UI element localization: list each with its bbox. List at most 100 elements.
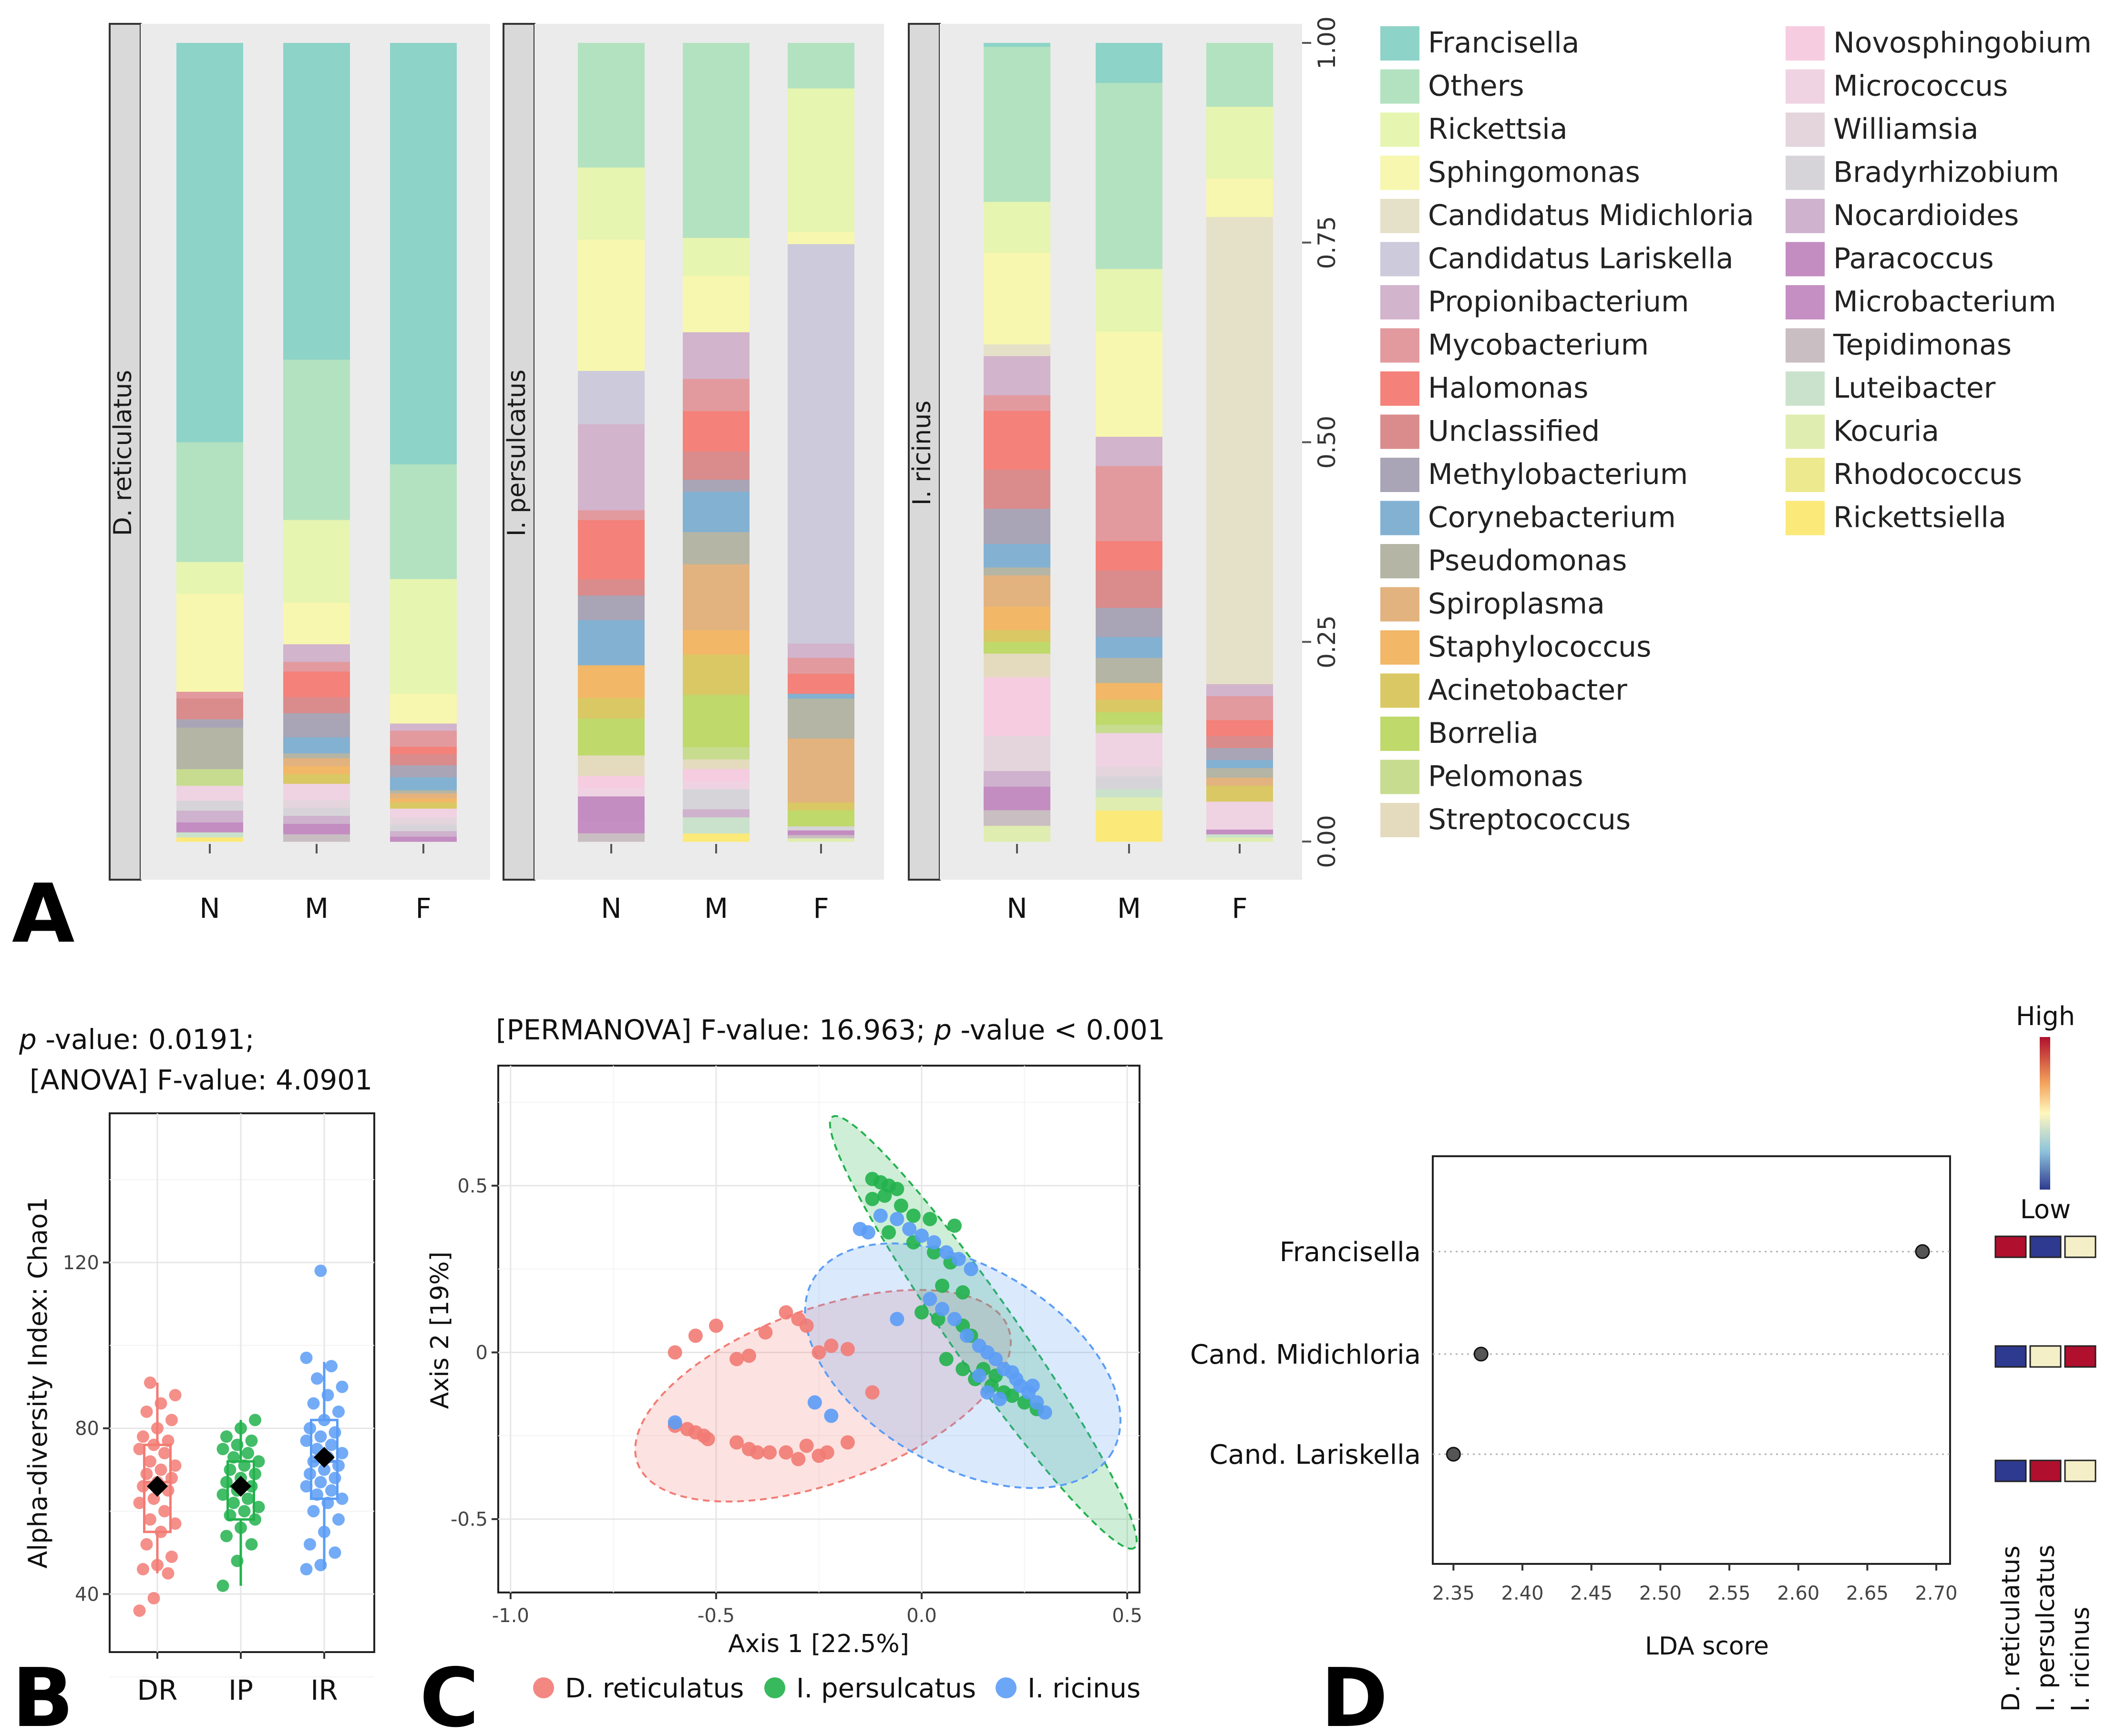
- bar-segment-rickettsia: [683, 238, 750, 276]
- data-point-dr: [140, 1405, 153, 1418]
- legend-item-acinetobacter: Acinetobacter: [1380, 673, 1627, 708]
- legend-item-streptococcus: Streptococcus: [1380, 803, 1631, 837]
- bar-segment-micrococcus: [390, 809, 457, 818]
- x-tick-label-n: N: [601, 892, 621, 924]
- bar-segment-spiroplasma: [1206, 778, 1273, 786]
- bar-segment-methylobacterium: [578, 596, 645, 621]
- y-tick-label: 0.25: [1313, 616, 1341, 668]
- bar-segment-others: [176, 442, 243, 563]
- legend-label-candidatus-lariskella: Candidatus Lariskella: [1428, 242, 1734, 276]
- confidence-ellipse-d-reticulatus: [634, 1289, 1012, 1503]
- bar-segment-halomonas: [1096, 541, 1162, 571]
- bar-segment-luteibacter: [1206, 834, 1273, 838]
- bar-segment-nocardioides: [683, 809, 750, 818]
- bar-segment-nocardioides: [984, 771, 1050, 787]
- data-point-i-ricinus: [890, 1312, 904, 1326]
- legend-label-acinetobacter: Acinetobacter: [1428, 674, 1627, 707]
- panel-b-title-line1: p -value: 0.0191;: [19, 1023, 255, 1056]
- panel-b-boxplot: p -value: 0.0191; [ANOVA] F-value: 4.090…: [19, 1023, 375, 1706]
- data-point-ip: [252, 1500, 265, 1513]
- bar-segment-acinetobacter: [683, 654, 750, 695]
- data-point-d-reticulatus: [779, 1445, 793, 1460]
- data-point-ir: [307, 1397, 320, 1410]
- data-point-dr: [147, 1592, 160, 1604]
- legend-swatch-micrococcus: [1786, 69, 1825, 104]
- legend-label-micrococcus: Micrococcus: [1833, 70, 2008, 103]
- data-point-d-reticulatus: [762, 1445, 777, 1460]
- bar-segment-mycobacterium: [1096, 466, 1162, 542]
- data-point-i-persulcatus: [906, 1208, 921, 1223]
- data-point-i-persulcatus: [923, 1212, 937, 1226]
- data-point-dr: [154, 1463, 167, 1476]
- bar-segment-borrelia: [984, 642, 1050, 654]
- data-point-ir: [336, 1380, 349, 1393]
- legend-item-borrelia: Borrelia: [1380, 717, 1539, 751]
- x-tick-label-ip: IP: [228, 1674, 253, 1706]
- bar-segment-halomonas: [683, 411, 750, 452]
- data-point-dr: [147, 1438, 160, 1451]
- bar-segment-corynebacterium: [788, 694, 854, 699]
- data-point-ir: [336, 1492, 349, 1505]
- data-point-dr: [154, 1397, 167, 1410]
- bar-segment-bradyrhizobium: [283, 808, 350, 816]
- data-point-ip: [220, 1430, 233, 1443]
- panel-a-y-axis: 0.00 0.25 0.50 0.75 1.00: [1302, 16, 1341, 868]
- panel-b-boxes: [133, 1264, 349, 1617]
- bar-segment-staphylococcus: [984, 606, 1050, 631]
- panel-d-lefse: Francisella Cand. Midichloria Cand. Larisk…: [1190, 1001, 2096, 1712]
- legend-label-williamsia: Williamsia: [1833, 113, 1979, 146]
- title-p-italic: p: [934, 1014, 952, 1046]
- data-point-ir: [321, 1497, 334, 1510]
- legend-swatch-candidatus-midichloria: [1380, 199, 1419, 233]
- x-tick-label: 0.5: [1112, 1605, 1142, 1627]
- scale-gradient-bar: [2040, 1037, 2050, 1190]
- legend-label-pelomonas: Pelomonas: [1428, 760, 1583, 793]
- bar-segment-francisella: [984, 43, 1050, 47]
- legend-swatch-halomonas: [1380, 371, 1419, 406]
- legend-label-luteibacter: Luteibacter: [1833, 371, 1996, 405]
- bar-segment-corynebacterium: [1096, 637, 1162, 658]
- data-point-i-ricinus: [959, 1328, 974, 1343]
- x-tick-label-f: F: [1232, 892, 1247, 924]
- data-point-ip: [249, 1513, 261, 1526]
- legend-label-novosphingobium: Novosphingobium: [1833, 26, 2092, 60]
- data-point-i-ricinus: [1009, 1372, 1024, 1387]
- legend-swatch-candidatus-lariskella: [1380, 242, 1419, 277]
- legend-swatch-nocardioides: [1786, 199, 1825, 233]
- bar-segment-sphingomonas: [1206, 178, 1273, 217]
- bar-segment-corynebacterium: [578, 620, 645, 666]
- data-point-i-ricinus: [861, 1225, 875, 1240]
- data-point-ir: [300, 1434, 313, 1447]
- bar-segment-others: [1096, 83, 1162, 269]
- lda-dot-cand-lariskella: [1446, 1447, 1461, 1462]
- data-point-i-persulcatus: [947, 1218, 962, 1233]
- data-point-d-reticulatus: [799, 1318, 814, 1333]
- bar-segment-pseudomonas: [1206, 768, 1273, 778]
- bar-segment-williamsia: [390, 817, 457, 825]
- legend-item-pseudomonas: Pseudomonas: [1380, 544, 1627, 578]
- legend-item-methylobacterium: Methylobacterium: [1380, 458, 1688, 492]
- data-point-ir: [336, 1447, 349, 1459]
- bar-segment-paracoccus: [1206, 829, 1273, 835]
- data-point-i-ricinus: [951, 1252, 966, 1266]
- bar-segment-streptococcus: [683, 759, 750, 770]
- bar-segment-mycobacterium: [176, 691, 243, 699]
- bar-segment-acinetobacter: [788, 802, 854, 811]
- data-point-dr: [169, 1517, 182, 1530]
- bar-segment-spiroplasma: [283, 758, 350, 767]
- bar-segment-pseudomonas: [283, 753, 350, 759]
- legend-swatch-pelomonas: [1380, 760, 1419, 794]
- bar-segment-unclassified: [1096, 570, 1162, 608]
- x-tick-label-m: M: [1117, 892, 1141, 924]
- panel-c-pcoa: [PERMANOVA] F-value: 16.963; p -value < …: [426, 1014, 1165, 1704]
- bar-segment-streptococcus: [984, 653, 1050, 678]
- x-tick-label-dr: DR: [137, 1674, 178, 1706]
- data-point-i-ricinus: [947, 1312, 962, 1326]
- scale-high-label: High: [2016, 1001, 2075, 1031]
- data-point-dr: [158, 1505, 171, 1518]
- bar-segment-propionibacterium: [788, 643, 854, 658]
- bar-segment-micrococcus: [578, 788, 645, 797]
- bar-segment-pseudomonas: [1096, 657, 1162, 683]
- data-point-dr: [151, 1422, 164, 1435]
- legend-label-nocardioides: Nocardioides: [1833, 199, 2019, 232]
